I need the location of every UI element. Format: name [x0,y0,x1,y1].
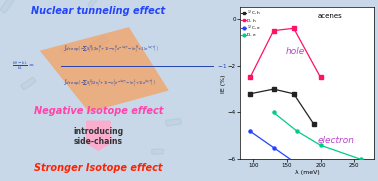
$^{12}$C, h [248,93,253,95]
FancyBboxPatch shape [60,45,71,53]
Text: acenes: acenes [318,13,342,19]
Line: $^{12}$C, e: $^{12}$C, e [249,130,363,181]
Polygon shape [40,27,169,112]
Text: Stronger Isotope effect: Stronger Isotope effect [34,163,163,173]
Text: electron: electron [317,136,354,145]
Text: hole: hole [286,47,305,56]
FancyBboxPatch shape [0,0,14,13]
Line: D, h: D, h [249,27,322,79]
$^{12}$C, h [311,123,316,125]
Text: $\int\!d\tau\,\exp\!\left\{-\!\sum S_j^L\!\left[(2n_j^L\!+\!1)\!-\!n_j^L e^{-i\o: $\int\!d\tau\,\exp\!\left\{-\!\sum S_j^L… [63,78,156,89]
D, e [318,144,323,146]
D, h [291,27,296,29]
X-axis label: λ (meV): λ (meV) [295,170,319,175]
D, h [248,76,253,79]
D, e [271,111,276,114]
D, e [295,130,299,132]
$^{12}$C, h [271,88,276,90]
FancyBboxPatch shape [21,77,36,90]
$^{12}$C, e [318,177,323,179]
D, e [358,158,363,160]
$^{12}$C, e [271,146,276,149]
FancyBboxPatch shape [88,0,97,7]
Line: $^{12}$C, h: $^{12}$C, h [249,88,315,126]
Text: Nuclear tunneling effect: Nuclear tunneling effect [31,6,166,16]
FancyArrow shape [82,121,115,150]
FancyBboxPatch shape [89,36,108,50]
FancyBboxPatch shape [152,149,164,154]
Text: $\frac{k_H - k_L}{k_L}$ =: $\frac{k_H - k_L}{k_L}$ = [12,60,34,73]
$^{12}$C, e [248,130,253,132]
$^{12}$C, e [295,163,299,165]
Line: D, e: D, e [272,111,363,161]
Legend: $^{12}$C, h, D, h, $^{12}$C, e, D, e: $^{12}$C, h, D, h, $^{12}$C, e, D, e [241,8,262,38]
Text: introducing
side-chains: introducing side-chains [73,127,124,146]
$^{12}$C, h [291,93,296,95]
Text: $\int\!d\tau\,\exp\!\left\{-\!\sum S_j^H\!\left[(2n_j^H\!+\!1)\!-\!n_j^H e^{-i\o: $\int\!d\tau\,\exp\!\left\{-\!\sum S_j^H… [63,43,159,54]
Text: Negative Isotope effect: Negative Isotope effect [34,106,163,116]
D, h [318,76,323,79]
Y-axis label: IE (%): IE (%) [222,74,226,92]
Text: $-\,1$: $-\,1$ [217,62,228,70]
D, h [271,30,276,32]
FancyBboxPatch shape [166,119,181,126]
